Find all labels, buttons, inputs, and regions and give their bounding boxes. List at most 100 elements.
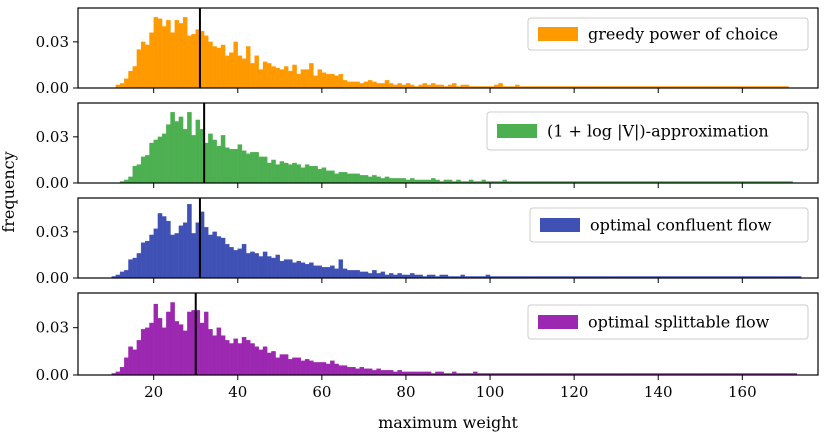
histogram-bar xyxy=(216,47,222,89)
histogram-bar xyxy=(191,135,196,184)
histogram-bar xyxy=(410,273,415,279)
histogram-bar xyxy=(330,265,335,279)
histogram-bar xyxy=(178,324,184,376)
histogram-bar xyxy=(342,268,348,279)
histogram-bar xyxy=(317,168,323,184)
histogram-bar xyxy=(187,203,192,279)
histogram-bar xyxy=(275,254,280,279)
histogram-bar xyxy=(182,330,188,376)
histogram-bar xyxy=(317,69,323,89)
histogram-bar xyxy=(317,362,323,376)
histogram-bar xyxy=(258,256,264,279)
histogram-bar xyxy=(351,81,356,89)
histogram-bar xyxy=(178,23,184,89)
histogram-bar xyxy=(283,259,289,279)
histogram-bar xyxy=(250,251,255,279)
histogram-bar xyxy=(296,74,301,89)
histogram-bar xyxy=(330,360,335,376)
legend-box xyxy=(529,207,809,243)
histogram-bar xyxy=(292,357,297,376)
histogram-bar xyxy=(229,247,234,279)
histogram-bar xyxy=(212,139,217,184)
histogram-bar xyxy=(334,363,339,376)
histogram-bar xyxy=(132,257,138,279)
histogram-bar xyxy=(174,321,180,376)
histogram-bar xyxy=(317,265,323,279)
histogram-bar xyxy=(250,152,255,184)
histogram-bar xyxy=(376,273,381,279)
histogram-bar xyxy=(254,152,259,184)
y-tick-label: 0.00 xyxy=(36,174,69,192)
histogram-bar xyxy=(254,253,259,279)
bars-4 xyxy=(111,302,798,376)
histogram-bar xyxy=(367,273,373,279)
histogram-bar xyxy=(132,165,138,184)
histogram-bar xyxy=(338,365,344,376)
histogram-bar xyxy=(279,69,285,89)
histogram-bar xyxy=(246,46,251,89)
histogram-bar xyxy=(157,18,163,89)
histogram-bar xyxy=(229,52,234,89)
histogram-bar xyxy=(195,119,201,184)
x-tick-label: 80 xyxy=(396,383,415,401)
histogram-bar xyxy=(388,370,394,376)
histogram-bar xyxy=(233,250,238,279)
histogram-bar xyxy=(203,35,209,89)
histogram-bar xyxy=(149,234,154,279)
histogram-bar xyxy=(351,270,356,279)
legend: (1 + log |V|)-approximation xyxy=(486,111,809,151)
histogram-bar xyxy=(174,20,180,89)
histogram-bar xyxy=(237,144,243,184)
histogram-bar xyxy=(258,69,264,89)
histogram-bar xyxy=(258,156,264,184)
axes-frame xyxy=(77,102,819,184)
y-tick-label: 0.00 xyxy=(36,366,69,384)
histogram-bar xyxy=(351,173,356,184)
histogram-bar xyxy=(220,335,226,376)
histogram-bar xyxy=(225,243,230,279)
legend-swatch xyxy=(538,27,578,41)
histogram-bar xyxy=(279,354,285,376)
histogram-bar xyxy=(149,32,154,89)
histogram-bar xyxy=(325,74,331,89)
histogram-bar xyxy=(220,135,226,184)
histogram-bar xyxy=(161,133,167,184)
histogram-bar xyxy=(153,139,159,184)
legend-label: greedy power of choice xyxy=(588,25,778,44)
histogram-bar xyxy=(376,368,381,376)
histogram-bar xyxy=(342,172,348,184)
histogram-bar xyxy=(275,164,280,184)
histogram-bar xyxy=(246,153,251,184)
histogram-bar xyxy=(283,354,289,376)
histogram-bar xyxy=(372,81,377,89)
histogram-bar xyxy=(178,116,184,184)
histogram-bar xyxy=(300,167,306,184)
histogram-bar xyxy=(254,55,259,89)
histogram-bar xyxy=(292,64,297,89)
legend: greedy power of choice xyxy=(527,17,809,51)
histogram-bar xyxy=(393,178,398,184)
histogram-bar xyxy=(351,366,356,376)
histogram-bar xyxy=(136,164,142,184)
histogram-bar xyxy=(140,156,146,184)
histogram-bar xyxy=(174,233,180,279)
panel-4: 0.00 0.03 20 40 60 80 100 120 140 160 optimal spli… xyxy=(36,292,819,401)
histogram-bar xyxy=(422,83,428,89)
histogram-bar xyxy=(338,172,344,184)
histogram-bar xyxy=(225,340,230,376)
histogram-bar xyxy=(271,159,276,184)
histogram-bar xyxy=(157,213,163,279)
histogram-bar xyxy=(309,262,314,279)
histogram-bar xyxy=(372,270,377,279)
histogram-bar xyxy=(208,234,213,279)
histogram-bar xyxy=(288,70,293,89)
histogram-bar xyxy=(241,58,247,89)
bars-3 xyxy=(111,203,802,279)
histogram-bar xyxy=(124,270,129,279)
histogram-bar xyxy=(405,83,411,89)
histogram-bar xyxy=(166,311,171,376)
histogram-bar xyxy=(246,340,251,376)
histogram-bar xyxy=(313,362,318,376)
histogram-bar xyxy=(321,362,327,376)
axes-frame xyxy=(77,7,819,89)
